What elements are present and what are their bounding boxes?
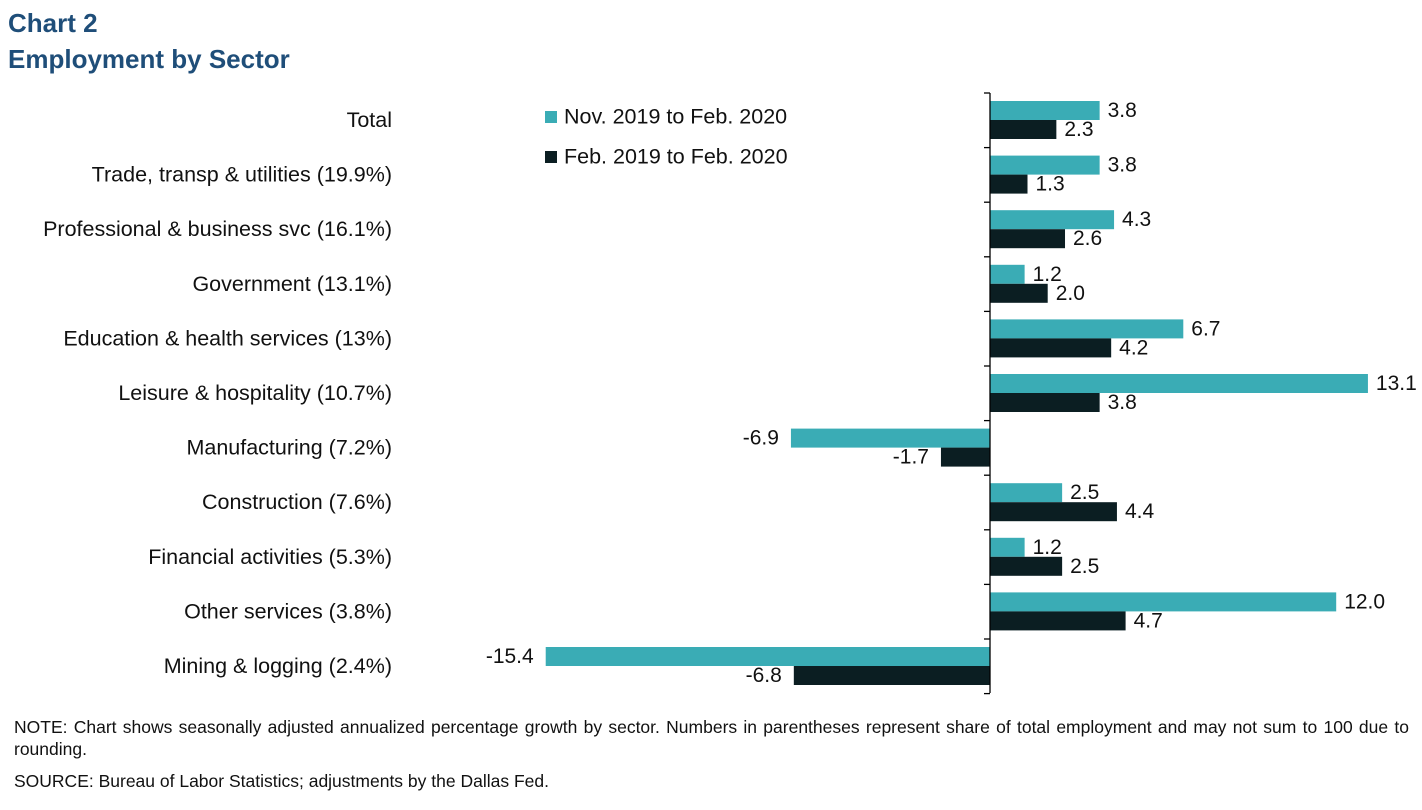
data-label: 2.3 [1064, 118, 1093, 141]
category-label: Trade, transp & utilities (19.9%) [92, 163, 392, 187]
category-label: Construction (7.6%) [202, 490, 392, 514]
legend-swatch-series-1 [545, 111, 557, 123]
bar-series-1 [990, 101, 1100, 120]
category-label: Professional & business svc (16.1%) [43, 217, 392, 241]
chart-source: SOURCE: Bureau of Labor Statistics; adju… [14, 771, 549, 791]
bar-series-1 [990, 155, 1100, 175]
bar-series-2 [990, 283, 1048, 303]
data-label: 6.7 [1191, 317, 1220, 340]
bar-series-2 [990, 229, 1066, 249]
bar-series-1 [990, 374, 1368, 393]
legend-label: Feb. 2019 to Feb. 2020 [564, 145, 788, 169]
bar-series-1 [990, 210, 1115, 230]
data-label: 4.7 [1134, 609, 1163, 632]
data-label: 12.0 [1344, 590, 1385, 613]
bar-series-1 [990, 537, 1025, 557]
bar-series-2 [990, 338, 1112, 358]
data-label: 4.4 [1125, 500, 1155, 523]
bar-series-2 [940, 447, 990, 467]
chart-number-label: Chart 2 [8, 8, 98, 38]
legend-label: Nov. 2019 to Feb. 2020 [564, 105, 787, 129]
data-label: 1.2 [1033, 263, 1062, 286]
data-label: 2.0 [1056, 282, 1085, 305]
bar-series-1 [545, 647, 990, 666]
data-label: 4.3 [1122, 208, 1151, 231]
data-label: 2.5 [1070, 555, 1099, 578]
bar-series-1 [990, 483, 1063, 503]
bar-series-2 [990, 556, 1063, 576]
data-label: 2.5 [1070, 481, 1099, 504]
bar-series-1 [990, 319, 1184, 339]
category-label: Total [347, 108, 392, 132]
category-label: Government (13.1%) [192, 272, 392, 296]
data-label: 3.8 [1108, 154, 1137, 177]
chart-title: Employment by Sector [8, 44, 290, 74]
bar-series-2 [990, 611, 1126, 631]
bar-series-2 [793, 666, 990, 685]
bar-series-2 [990, 120, 1057, 139]
data-label: 3.8 [1108, 99, 1137, 122]
bar-series-2 [990, 502, 1117, 522]
category-label: Other services (3.8%) [184, 599, 392, 623]
data-label: -6.9 [743, 427, 779, 450]
data-label: 3.8 [1108, 391, 1137, 414]
category-label: Leisure & hospitality (10.7%) [118, 381, 392, 405]
data-label: 4.2 [1119, 336, 1148, 359]
bar-series-1 [990, 592, 1337, 612]
bar-series-2 [990, 174, 1028, 194]
category-label: Education & health services (13%) [63, 326, 392, 350]
bar-chart: Total 3.8 2.3 Trade, transp & utilities (19… [43, 92, 1417, 695]
data-label: 1.3 [1036, 173, 1065, 196]
bar-series-2 [990, 393, 1100, 412]
category-label: Financial activities (5.3%) [148, 545, 392, 569]
chart-note: NOTE: Chart shows seasonally adjusted an… [14, 717, 1409, 759]
data-label: -15.4 [486, 645, 534, 668]
legend-swatch-series-2 [545, 151, 557, 163]
data-label: 2.6 [1073, 227, 1102, 250]
data-label: 1.2 [1033, 536, 1062, 559]
data-label: -6.8 [746, 664, 782, 687]
bar-series-1 [990, 264, 1025, 284]
category-label: Manufacturing (7.2%) [186, 436, 392, 460]
bar-series-1 [790, 428, 990, 448]
data-label: 13.1 [1376, 372, 1417, 395]
category-label: Mining & logging (2.4%) [164, 654, 392, 678]
data-label: -1.7 [893, 446, 929, 469]
